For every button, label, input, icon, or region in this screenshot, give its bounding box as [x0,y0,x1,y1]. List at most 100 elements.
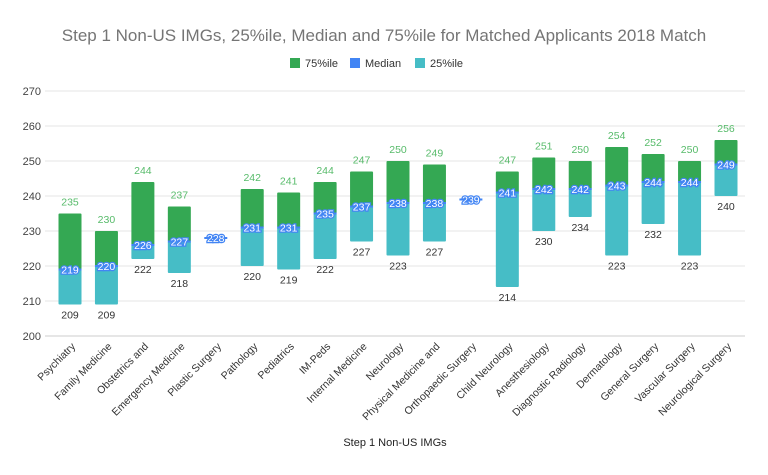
label-25: 222 [134,264,152,276]
label-median: 242 [535,184,553,196]
label-median: 243 [608,181,626,193]
label-25: 209 [61,310,79,322]
bar-75-median [167,206,191,242]
label-median: 226 [134,240,152,252]
label-median: 219 [61,265,79,277]
bar-75-median [350,171,374,207]
label-75: 235 [61,197,79,209]
label-25: 220 [243,271,261,283]
label-25: 214 [499,292,517,304]
y-tick-label: 270 [23,86,41,98]
label-25: 223 [608,261,626,273]
y-tick-label: 250 [23,156,41,168]
bar-median-25 [94,266,118,305]
label-25: 230 [535,236,553,248]
label-25: 218 [171,278,189,290]
label-median: 244 [681,177,699,189]
legend-label: Median [365,58,401,70]
legend-swatch [350,58,360,68]
label-median: 237 [353,202,371,214]
x-tick-label: Pediatrics [256,341,297,382]
label-75: 250 [389,144,407,156]
bar-median-25 [386,203,410,256]
label-median: 228 [207,233,225,245]
label-25: 223 [681,261,699,273]
bar-median-25 [714,164,738,196]
label-75: 249 [426,148,444,160]
bar-median-25 [495,192,519,287]
x-axis-title: Step 1 Non-US IMGs [343,437,447,449]
label-25: 223 [389,261,407,273]
legend-label: 75%ile [305,58,338,70]
label-75: 247 [499,155,517,167]
bar-75-median [714,140,738,165]
label-median: 239 [462,195,480,207]
y-tick-label: 230 [23,226,41,238]
label-median: 244 [644,177,662,189]
bar-75-median [94,231,118,266]
bar-75-median [58,213,82,270]
label-75: 244 [316,165,334,177]
legend-swatch [415,58,425,68]
label-25: 219 [280,275,298,287]
label-75: 252 [644,137,662,149]
x-tick-label: Neurological Surgery [656,340,734,418]
label-median: 241 [499,188,517,200]
bar-median-25 [277,227,301,270]
bar-75-median [131,182,155,245]
label-75: 247 [353,155,371,167]
bar-median-25 [167,241,191,273]
bar-75-median [532,157,556,189]
label-median: 242 [571,184,589,196]
bar-median-25 [313,213,337,259]
x-tick-label: Pathology [219,340,261,382]
legend-swatch [290,58,300,68]
x-tick-label: IM-Peds [297,341,333,377]
label-median: 231 [243,223,261,235]
label-median: 235 [316,209,334,221]
label-median: 227 [171,237,189,249]
label-median: 238 [426,198,444,210]
bar-75-median [641,154,665,182]
label-25: 240 [717,201,735,213]
label-25: 222 [316,264,334,276]
label-75: 251 [535,141,553,153]
bar-median-25 [641,182,665,224]
y-tick-label: 200 [23,331,41,343]
label-25: 232 [644,229,662,241]
bar-75-median [277,192,301,228]
label-75: 254 [608,130,626,142]
y-tick-label: 260 [23,121,41,133]
bar-median-25 [532,189,556,231]
bar-75-median [605,147,629,186]
label-75: 244 [134,165,152,177]
label-25: 227 [426,247,444,259]
bar-75-median [313,182,337,214]
bar-median-25 [58,269,82,305]
bar-75-median [495,171,519,193]
bar-median-25 [240,227,264,266]
label-75: 237 [171,190,189,202]
label-median: 238 [389,198,407,210]
y-tick-label: 240 [23,191,41,203]
label-median: 220 [98,261,116,273]
label-median: 231 [280,223,298,235]
legend-label: 25%ile [430,58,463,70]
label-75: 250 [571,144,589,156]
label-75: 230 [98,214,116,226]
label-median: 249 [717,160,735,172]
bar-median-25 [678,182,702,256]
bar-median-25 [422,203,446,242]
bar-median-25 [350,206,374,242]
bar-75-median [240,189,264,228]
label-25: 227 [353,247,371,259]
chart-title: Step 1 Non-US IMGs, 25%ile, Median and 7… [62,26,706,45]
label-75: 242 [243,172,261,184]
y-tick-label: 210 [23,296,41,308]
bar-75-median [422,164,446,203]
label-75: 250 [681,144,699,156]
bar-75-median [678,161,702,182]
label-25: 209 [98,310,116,322]
